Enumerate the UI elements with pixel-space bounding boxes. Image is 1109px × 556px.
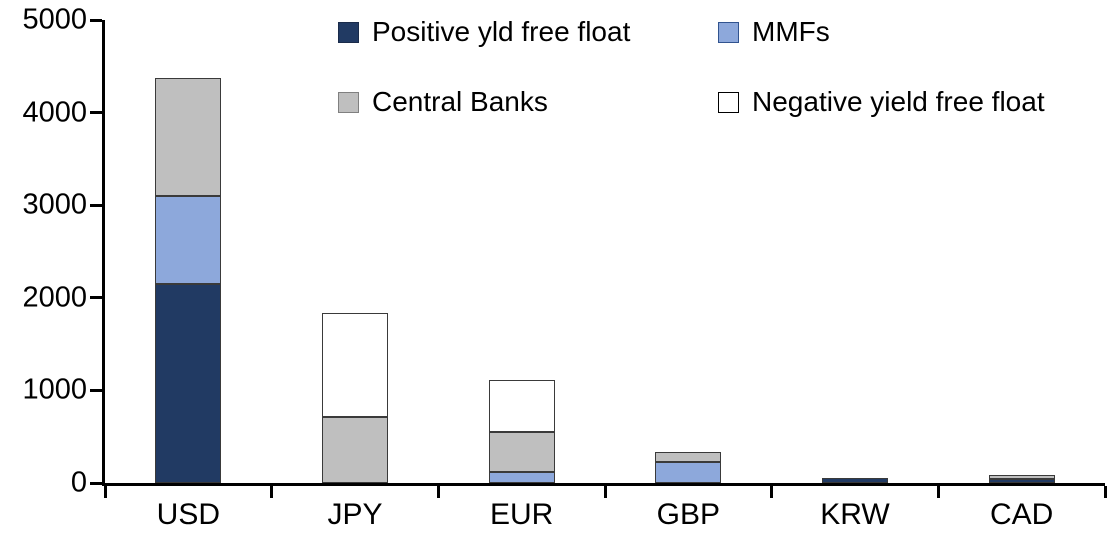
bar-segment (988, 474, 1055, 480)
x-axis-category-labels: USD JPY EUR GBP KRW CAD (105, 498, 1105, 538)
y-axis-tick-label: 4000 (22, 96, 87, 129)
x-axis-category-label: USD (156, 498, 220, 531)
legend-item-positive-yld-free-float: Positive yld free float (338, 16, 630, 48)
x-axis-tick (770, 486, 774, 498)
y-axis-tick (90, 111, 102, 115)
y-axis-tick-label: 2000 (22, 281, 87, 314)
y-axis-tick (90, 388, 102, 392)
bar-segment (155, 78, 222, 196)
y-axis-tick (90, 481, 102, 485)
legend-item-negative-yield-free-float: Negative yield free float (718, 86, 1045, 118)
y-axis-tick-label: 1000 (22, 373, 87, 406)
bar-segment (488, 432, 555, 472)
bar-segment (988, 479, 1055, 483)
navy-square-legend-marker (338, 21, 359, 43)
plot-area (90, 18, 1107, 498)
gray-square-legend-marker (338, 91, 359, 113)
legend-label: Central Banks (372, 86, 548, 117)
chart-legend: Positive yld free float MMFs Central Ban… (0, 0, 1109, 130)
y-axis-tick (90, 18, 102, 22)
bar-segment (488, 380, 555, 433)
x-axis-tick (603, 486, 607, 498)
y-axis-tick (90, 296, 102, 300)
y-axis-tick-label: 3000 (22, 188, 87, 221)
y-axis-tick-labels: 0 1000 2000 3000 4000 5000 (0, 4, 87, 499)
legend-item-central-banks: Central Banks (338, 86, 548, 118)
bar-segment (655, 451, 722, 462)
bar-segment (822, 478, 888, 483)
x-axis-tick (103, 486, 107, 498)
y-axis-tick-label: 5000 (22, 3, 87, 36)
legend-label: MMFs (752, 16, 830, 47)
x-axis-tick (1103, 486, 1107, 498)
legend-label: Positive yld free float (372, 16, 631, 47)
x-axis-category-label: EUR (489, 498, 554, 531)
light-blue-square-legend-marker (718, 21, 739, 43)
x-axis-tick (436, 486, 440, 498)
bar-segment (488, 471, 555, 483)
x-axis-category-label: GBP (656, 498, 721, 531)
x-axis-tick (936, 486, 940, 498)
y-axis-tick (90, 203, 102, 207)
y-axis-tick-label: 0 (70, 466, 87, 499)
legend-item-mmfs: MMFs (718, 16, 830, 48)
bar-segment (655, 461, 722, 483)
bar-segment (155, 283, 222, 483)
bar-segment (322, 417, 388, 483)
bar-segment (155, 195, 222, 284)
x-axis-category-label: KRW (820, 498, 890, 531)
white-square-legend-marker (718, 91, 739, 113)
x-axis-category-label: JPY (327, 498, 383, 531)
bar-segment (322, 312, 388, 418)
x-axis-tick (270, 486, 274, 498)
legend-label: Negative yield free float (752, 86, 1045, 117)
x-axis-category-label: CAD (989, 498, 1054, 531)
